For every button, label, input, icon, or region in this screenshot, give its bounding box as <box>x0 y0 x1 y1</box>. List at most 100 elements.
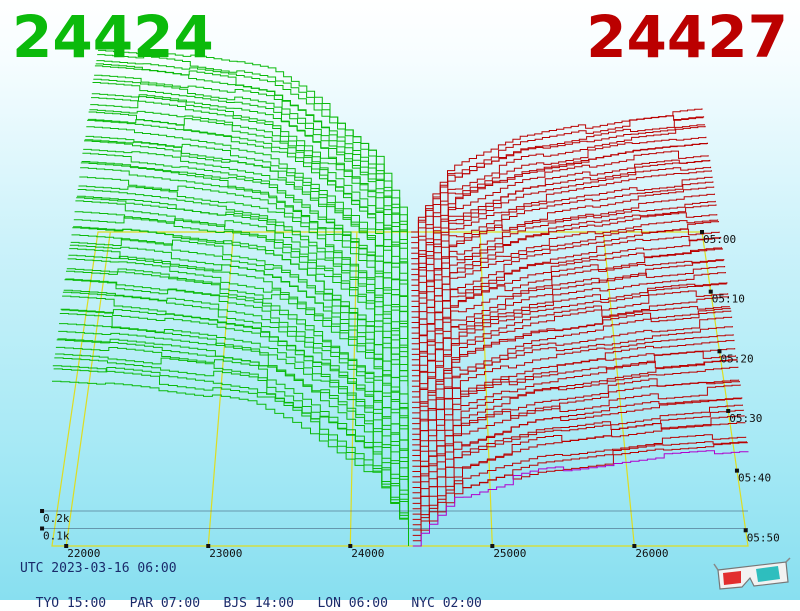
ask-depth-line <box>412 306 730 419</box>
ask-depth-line <box>412 310 732 430</box>
bid-depth-line <box>86 126 409 312</box>
price-tick-label: 24000 <box>351 547 384 560</box>
clock-lon: LON 06:00 <box>317 596 388 611</box>
ask-depth-line <box>412 290 729 409</box>
bid-depth-line <box>78 185 409 366</box>
ask-depth-line <box>411 159 710 281</box>
ask-depth-line <box>412 359 737 467</box>
bid-depth-line <box>92 82 408 270</box>
ask-depth-line <box>412 359 738 472</box>
time-tick-label: 05:10 <box>712 293 745 306</box>
ask-depth-line <box>412 334 734 446</box>
ask-depth-line <box>412 381 740 488</box>
price-tick-marker <box>348 544 353 548</box>
ask-depth-line <box>412 450 749 547</box>
bid-depth-line <box>55 346 409 520</box>
clock-nyc: NYC 02:00 <box>411 596 482 611</box>
bid-depth-line <box>59 323 409 499</box>
ask-depth-line <box>412 397 743 504</box>
bid-depth-line <box>90 100 409 286</box>
ask-depth-line <box>411 248 723 371</box>
ask-depth-line <box>412 350 736 462</box>
bid-depth-line <box>66 270 409 451</box>
bid-depth-line <box>91 93 408 275</box>
price-tick-marker <box>490 544 495 548</box>
bid-depth-line <box>93 78 408 264</box>
3d-glasses-icon[interactable] <box>712 556 792 592</box>
price-tick-label: 23000 <box>209 547 242 560</box>
ask-depth-line <box>411 186 715 313</box>
ask-depth-line <box>411 124 705 249</box>
price-tick-marker <box>206 544 211 548</box>
price-tick-label: 25000 <box>493 547 526 560</box>
ask-depth-line <box>411 142 708 270</box>
price-gridline <box>65 231 111 547</box>
bid-depth-line <box>55 353 409 525</box>
bid-depth-line <box>54 357 409 530</box>
bid-depth-line <box>94 65 408 254</box>
bid-depth-line <box>52 380 409 546</box>
volume-tick-marker <box>40 526 45 531</box>
time-tick-marker <box>717 349 722 354</box>
time-tick-marker <box>726 408 731 413</box>
world-clocks: TYO 15:00 PAR 07:00 BJS 14:00 LON 06:00 … <box>20 581 482 611</box>
bid-depth-line <box>67 258 409 440</box>
bid-depth-line <box>87 118 409 302</box>
ask-depth-line <box>411 176 713 302</box>
bid-depth-line <box>89 109 409 291</box>
clock-tyo: TYO 15:00 <box>35 596 107 611</box>
bid-depth-line <box>68 254 409 435</box>
ask-depth-line <box>411 236 721 355</box>
time-tick-label: 05:50 <box>747 531 780 544</box>
ask-depth-line <box>411 150 709 276</box>
ask-depth-line <box>412 384 741 494</box>
bid-depth-line <box>80 162 409 350</box>
clock-par: PAR 07:00 <box>129 596 201 611</box>
volume-tick-label: 0.1k <box>43 530 70 543</box>
time-tick-marker <box>708 289 713 294</box>
ask-depth-line <box>411 212 718 334</box>
price-tick-marker <box>632 544 637 548</box>
bid-depth-line <box>76 195 409 376</box>
ask-depth-line <box>412 296 729 414</box>
price-gridline <box>479 231 493 547</box>
clock-bjs: BJS 14:00 <box>223 596 294 611</box>
ask-depth-line <box>411 170 712 297</box>
ask-price: 24427 <box>586 3 788 71</box>
ask-depth-line <box>411 221 719 345</box>
ask-depth-line <box>412 282 728 403</box>
bid-depth-line <box>80 167 409 355</box>
price-tick-label: 26000 <box>635 547 668 560</box>
bid-depth-line <box>66 268 409 445</box>
ask-depth-line <box>411 266 726 387</box>
ask-depth-line <box>412 422 746 526</box>
bid-depth-line <box>84 140 409 328</box>
bid-depth-line <box>73 216 409 397</box>
ask-depth-line <box>412 409 744 515</box>
ask-depth-line <box>411 228 720 350</box>
volume-tick-marker <box>40 509 45 513</box>
bid-depth-line <box>59 313 409 493</box>
ask-depth-line <box>411 125 706 254</box>
ask-depth-line <box>411 259 724 377</box>
bid-depth-line <box>62 291 409 472</box>
utc-time: UTC 2023-03-16 06:00 <box>20 561 177 576</box>
bid-depth-line <box>64 279 409 461</box>
bid-depth-line <box>83 148 409 334</box>
bid-depth-line <box>97 54 408 238</box>
bid-depth-line <box>72 227 409 408</box>
ask-depth-line <box>412 404 743 510</box>
ask-depth-line <box>411 159 711 286</box>
ask-depth-line <box>412 283 727 398</box>
volume-tick-label: 0.2k <box>43 512 70 525</box>
price-gridline <box>602 231 635 547</box>
bid-depth-line <box>76 197 409 381</box>
ask-depth-line <box>411 136 707 260</box>
ask-depth-line <box>412 434 747 531</box>
price-tick-marker <box>64 544 69 548</box>
time-tick-marker <box>700 230 704 234</box>
bid-depth-line <box>87 119 409 307</box>
bid-depth-line <box>91 96 409 280</box>
time-tick-label: 05:00 <box>703 233 736 246</box>
time-tick-marker <box>743 528 748 533</box>
